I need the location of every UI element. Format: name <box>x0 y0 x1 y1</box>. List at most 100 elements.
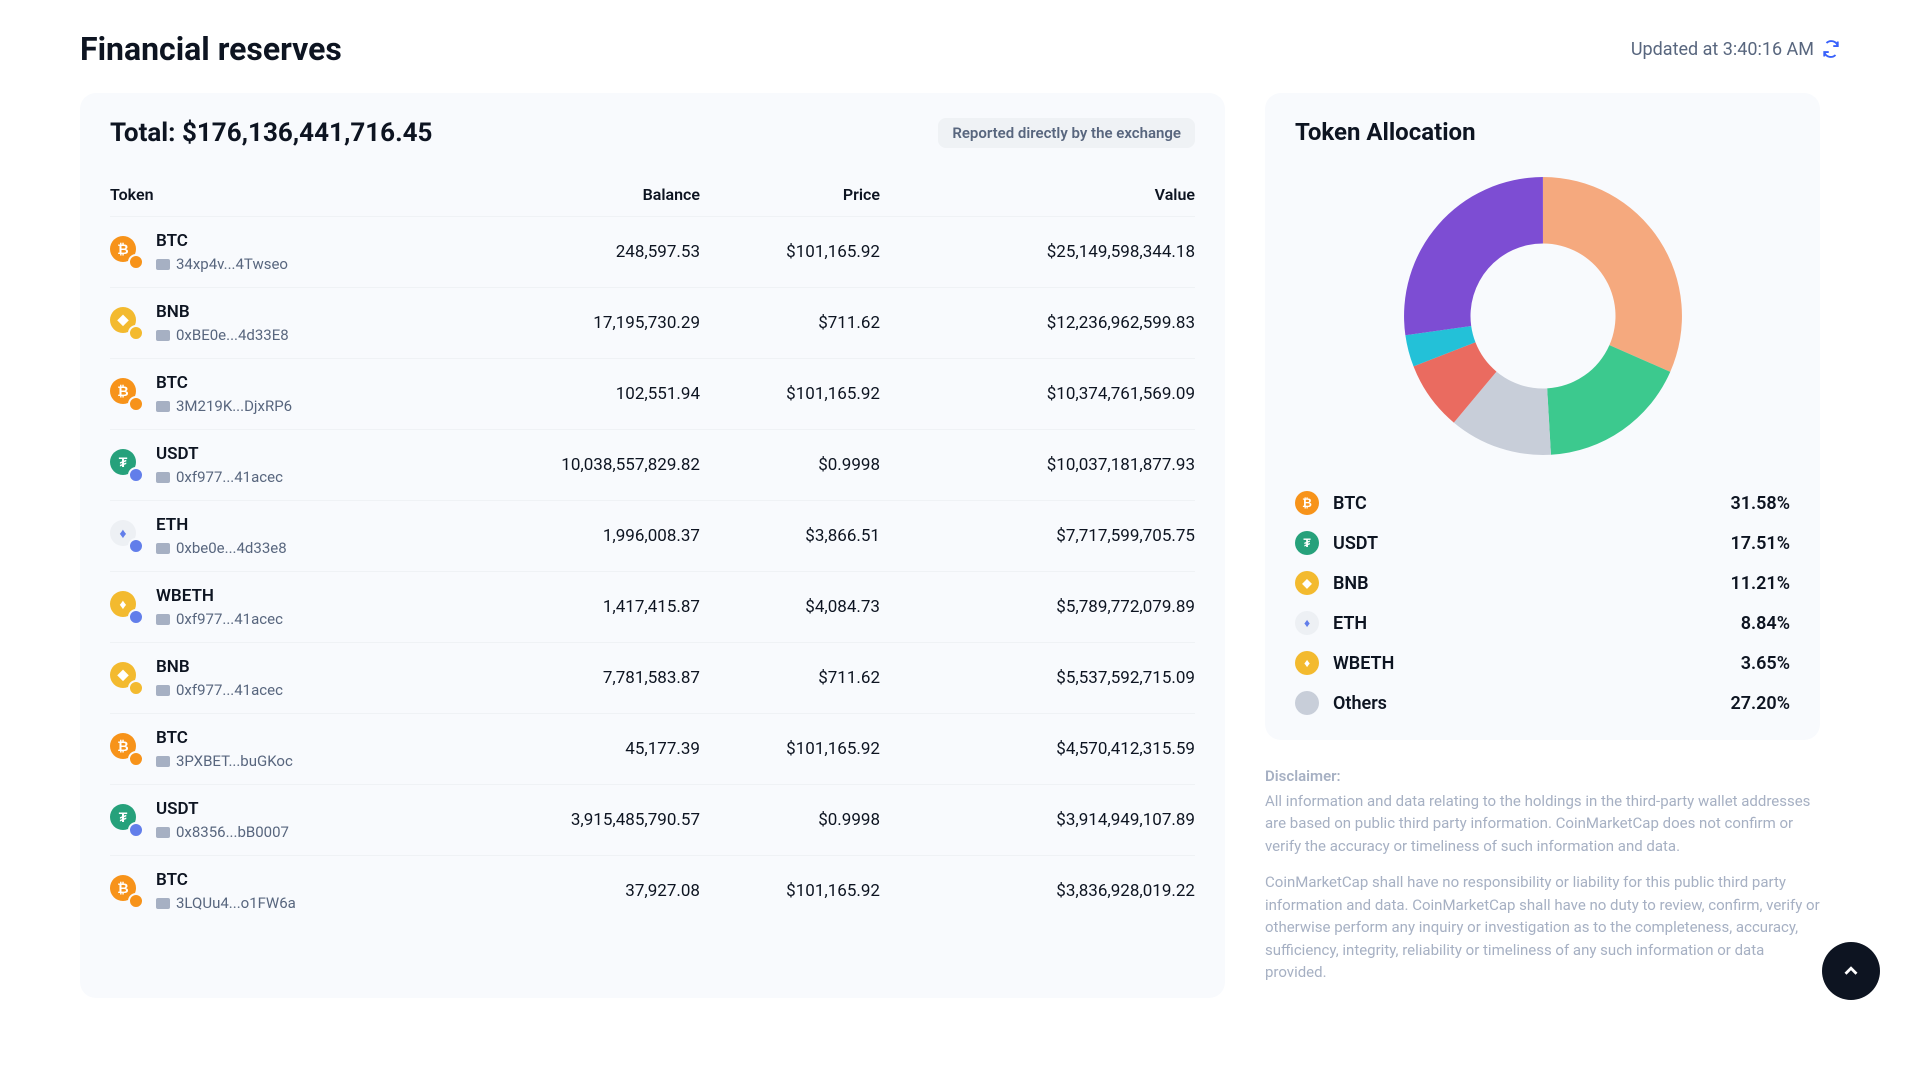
token-address: 3LQUu4...o1FW6a <box>156 894 296 912</box>
legend-icon: ♦ <box>1295 611 1319 635</box>
legend-pct: 31.58% <box>1730 493 1790 514</box>
legend-left: Others <box>1295 691 1387 715</box>
token-address: 0xbe0e...4d33e8 <box>156 539 287 557</box>
chevron-up-icon <box>1840 960 1862 982</box>
col-token: Token <box>110 185 410 204</box>
cell-value: $5,537,592,715.09 <box>880 668 1195 688</box>
legend-symbol: BTC <box>1333 493 1367 514</box>
legend-pct: 17.51% <box>1730 533 1790 554</box>
token-info: BTC 3LQUu4...o1FW6a <box>156 870 296 912</box>
reserves-panel: Total: $176,136,441,716.45 Reported dire… <box>80 93 1225 998</box>
token-symbol: BNB <box>156 302 289 322</box>
content: Total: $176,136,441,716.45 Reported dire… <box>80 93 1840 998</box>
legend-icon: ₿ <box>1295 491 1319 515</box>
table-row[interactable]: ₮ USDT 0x8356...bB0007 3,915,485,790.57 … <box>110 784 1195 855</box>
token-info: BTC 34xp4v...4Twseo <box>156 231 288 273</box>
token-icon: ₿ <box>110 875 142 907</box>
token-cell: ₿ BTC 3M219K...DjxRP6 <box>110 373 410 415</box>
table-row[interactable]: ₿ BTC 34xp4v...4Twseo 248,597.53 $101,16… <box>110 216 1195 287</box>
reported-badge: Reported directly by the exchange <box>938 118 1195 148</box>
token-info: BTC 3PXBET...buGKoc <box>156 728 293 770</box>
cell-value: $10,374,761,569.09 <box>880 384 1195 404</box>
token-info: ETH 0xbe0e...4d33e8 <box>156 515 287 557</box>
cell-price: $0.9998 <box>700 810 880 830</box>
disclaimer-p1: All information and data relating to the… <box>1265 790 1820 858</box>
legend-row: ₮ USDT 17.51% <box>1295 531 1790 555</box>
refresh-icon[interactable] <box>1822 40 1840 58</box>
wallet-icon <box>156 614 170 625</box>
wallet-icon <box>156 259 170 270</box>
donut-slice[interactable] <box>1543 177 1682 372</box>
legend-row: Others 27.20% <box>1295 691 1790 715</box>
cell-price: $101,165.92 <box>700 881 880 901</box>
token-address: 0xf977...41acec <box>156 610 283 628</box>
wallet-icon <box>156 472 170 483</box>
token-cell: ₿ BTC 34xp4v...4Twseo <box>110 231 410 273</box>
table-row[interactable]: ♦ WBETH 0xf977...41acec 1,417,415.87 $4,… <box>110 571 1195 642</box>
col-value: Value <box>880 185 1195 204</box>
token-address: 3M219K...DjxRP6 <box>156 397 292 415</box>
cell-value: $3,914,949,107.89 <box>880 810 1195 830</box>
token-address: 0xf977...41acec <box>156 681 283 699</box>
token-info: BNB 0xf977...41acec <box>156 657 283 699</box>
cell-price: $711.62 <box>700 313 880 333</box>
token-symbol: BTC <box>156 870 296 890</box>
token-icon: ₿ <box>110 733 142 765</box>
wallet-icon <box>156 898 170 909</box>
right-panel: Token Allocation ₿ BTC 31.58% ₮ USDT 17.… <box>1265 93 1820 998</box>
cell-balance: 3,915,485,790.57 <box>410 810 700 830</box>
table-row[interactable]: ♦ ETH 0xbe0e...4d33e8 1,996,008.37 $3,86… <box>110 500 1195 571</box>
token-cell: ♦ ETH 0xbe0e...4d33e8 <box>110 515 410 557</box>
cell-balance: 1,996,008.37 <box>410 526 700 546</box>
total-value: Total: $176,136,441,716.45 <box>110 118 432 148</box>
table-row[interactable]: ◆ BNB 0xBE0e...4d33E8 17,195,730.29 $711… <box>110 287 1195 358</box>
cell-balance: 1,417,415.87 <box>410 597 700 617</box>
table-row[interactable]: ◆ BNB 0xf977...41acec 7,781,583.87 $711.… <box>110 642 1195 713</box>
token-icon: ₿ <box>110 236 142 268</box>
table-row[interactable]: ₿ BTC 3M219K...DjxRP6 102,551.94 $101,16… <box>110 358 1195 429</box>
legend-symbol: BNB <box>1333 573 1369 594</box>
token-symbol: ETH <box>156 515 287 535</box>
legend-icon: ◆ <box>1295 571 1319 595</box>
scroll-top-button[interactable] <box>1822 942 1880 1000</box>
table-row[interactable]: ₿ BTC 3PXBET...buGKoc 45,177.39 $101,165… <box>110 713 1195 784</box>
wallet-icon <box>156 685 170 696</box>
token-icon: ₮ <box>110 804 142 836</box>
donut-slice[interactable] <box>1404 177 1543 335</box>
token-info: USDT 0x8356...bB0007 <box>156 799 289 841</box>
token-symbol: BTC <box>156 231 288 251</box>
token-symbol: USDT <box>156 799 289 819</box>
token-icon: ◆ <box>110 307 142 339</box>
legend-row: ◆ BNB 11.21% <box>1295 571 1790 595</box>
token-symbol: BTC <box>156 373 292 393</box>
cell-price: $101,165.92 <box>700 242 880 262</box>
disclaimer-p2: CoinMarketCap shall have no responsibili… <box>1265 871 1820 984</box>
legend-pct: 27.20% <box>1730 693 1790 714</box>
cell-value: $10,037,181,877.93 <box>880 455 1195 475</box>
reserves-header: Total: $176,136,441,716.45 Reported dire… <box>110 118 1195 148</box>
token-cell: ♦ WBETH 0xf977...41acec <box>110 586 410 628</box>
cell-balance: 10,038,557,829.82 <box>410 455 700 475</box>
wallet-icon <box>156 543 170 554</box>
legend-icon <box>1295 691 1319 715</box>
table-row[interactable]: ₿ BTC 3LQUu4...o1FW6a 37,927.08 $101,165… <box>110 855 1195 926</box>
legend-symbol: WBETH <box>1333 653 1394 674</box>
allocation-card: Token Allocation ₿ BTC 31.58% ₮ USDT 17.… <box>1265 93 1820 740</box>
token-icon: ◆ <box>110 662 142 694</box>
token-cell: ◆ BNB 0xf977...41acec <box>110 657 410 699</box>
allocation-legend: ₿ BTC 31.58% ₮ USDT 17.51% ◆ BNB 11.21% … <box>1295 491 1790 715</box>
legend-pct: 11.21% <box>1730 573 1790 594</box>
page-title: Financial reserves <box>80 30 342 68</box>
cell-price: $101,165.92 <box>700 384 880 404</box>
token-icon: ♦ <box>110 591 142 623</box>
table-row[interactable]: ₮ USDT 0xf977...41acec 10,038,557,829.82… <box>110 429 1195 500</box>
cell-balance: 102,551.94 <box>410 384 700 404</box>
cell-value: $3,836,928,019.22 <box>880 881 1195 901</box>
token-symbol: BNB <box>156 657 283 677</box>
token-icon: ₮ <box>110 449 142 481</box>
legend-row: ♦ ETH 8.84% <box>1295 611 1790 635</box>
cell-balance: 17,195,730.29 <box>410 313 700 333</box>
legend-icon: ♦ <box>1295 651 1319 675</box>
page-header: Financial reserves Updated at 3:40:16 AM <box>80 30 1840 68</box>
cell-balance: 37,927.08 <box>410 881 700 901</box>
